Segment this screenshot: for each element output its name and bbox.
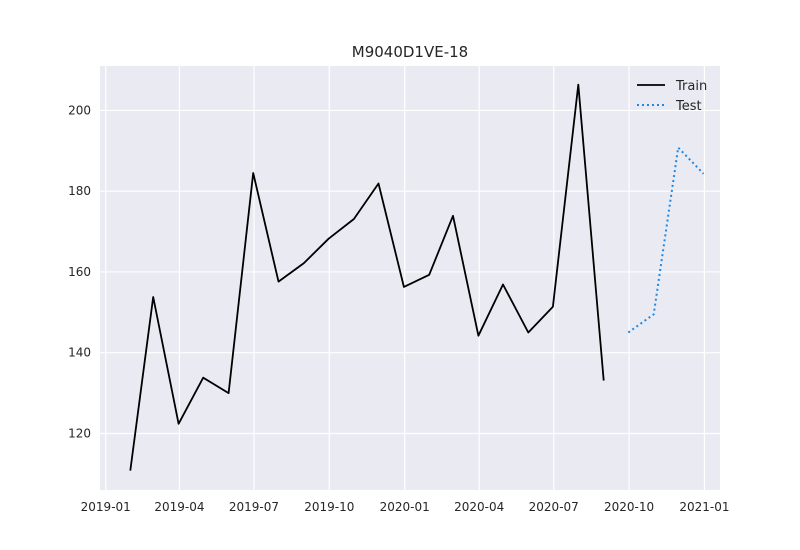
- x-gridlines: [105, 66, 706, 490]
- series-layer: [129, 83, 705, 471]
- x-tick-label: 2020-10: [604, 500, 654, 514]
- y-tick-label: 160: [68, 265, 91, 279]
- y-tick-labels: 120 140 160 180 200: [68, 103, 91, 440]
- legend: Train Test: [637, 79, 707, 114]
- legend-label: Test: [675, 99, 702, 114]
- x-tick-label: 2021-01: [679, 500, 729, 514]
- x-tick-label: 2019-01: [81, 500, 131, 514]
- series-line-test: [627, 146, 705, 334]
- legend-label: Train: [675, 79, 707, 94]
- y-tick-label: 140: [68, 346, 91, 360]
- y-tick-label: 120: [68, 426, 91, 440]
- x-tick-label: 2020-07: [529, 500, 579, 514]
- x-tick-label: 2019-10: [304, 500, 354, 514]
- series-line-train: [129, 83, 605, 471]
- chart-title: M9040D1VE-18: [352, 43, 468, 61]
- x-tick-labels: 2019-01 2019-04 2019-07 2019-10 2020-01 2020-…: [81, 500, 730, 514]
- x-tick-label: 2019-07: [229, 500, 279, 514]
- plot-area: [100, 66, 720, 490]
- x-tick-label: 2020-01: [380, 500, 430, 514]
- x-tick-label: 2019-04: [154, 500, 204, 514]
- y-tick-label: 180: [68, 184, 91, 198]
- y-gridlines: [100, 109, 720, 435]
- y-tick-label: 200: [68, 103, 91, 117]
- x-tick-label: 2020-04: [454, 500, 504, 514]
